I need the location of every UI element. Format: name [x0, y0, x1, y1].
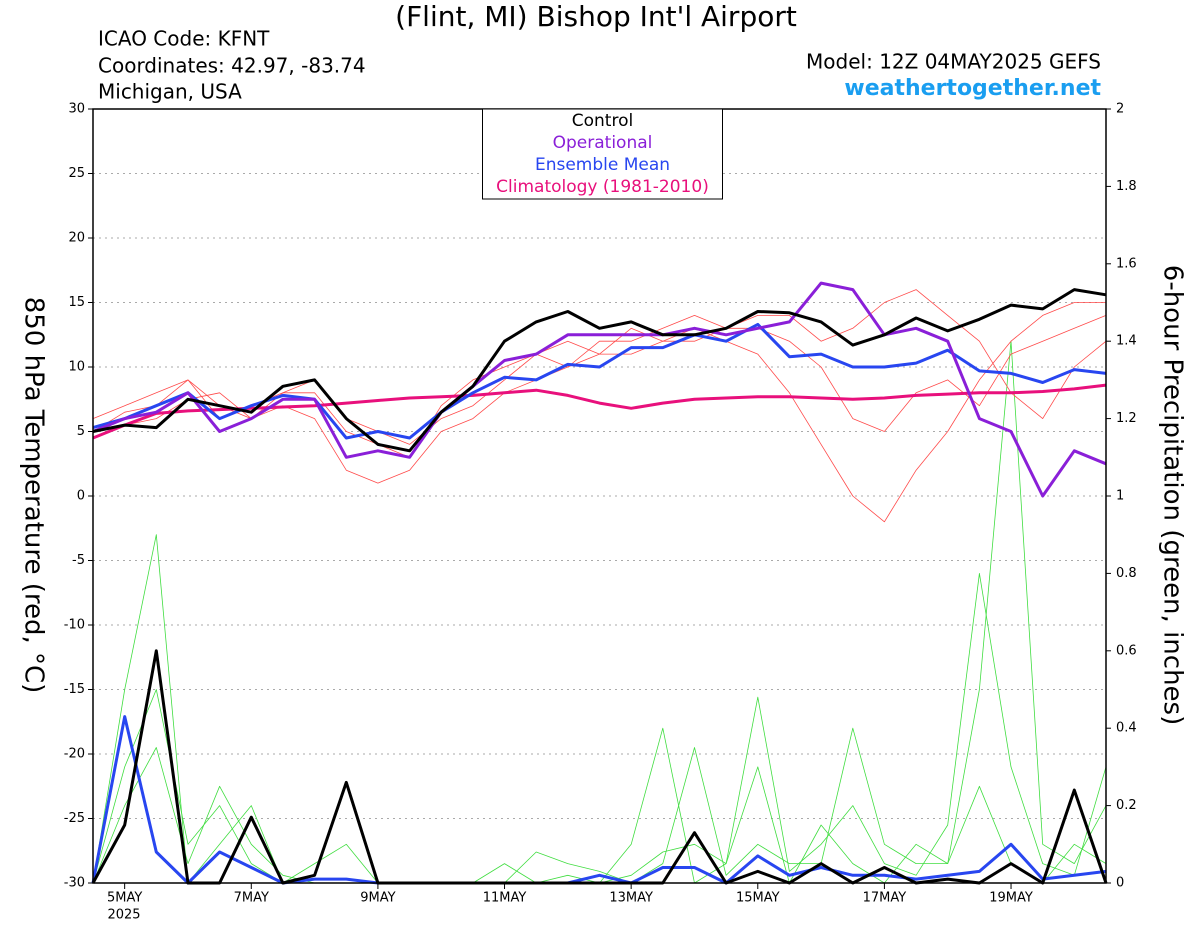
y-tick-label: 20 — [68, 231, 85, 246]
series-line — [91, 715, 1107, 885]
legend-box — [482, 108, 723, 200]
y2-tick-label: 1.8 — [1116, 179, 1137, 194]
series-line — [92, 315, 1107, 458]
y2-tick-label: 0.2 — [1116, 798, 1137, 813]
x-tick-label: 9MAY — [360, 891, 395, 906]
y-tick-label: -5 — [72, 553, 85, 568]
series-line — [92, 302, 1106, 523]
legend-entry: Control — [572, 111, 633, 131]
y2-tick-label: 1.2 — [1116, 411, 1137, 426]
x-tick-label: 17MAY — [863, 891, 907, 906]
legend-entry: Ensemble Mean — [535, 155, 670, 175]
y2-tick-label: 2 — [1116, 102, 1124, 117]
series-line — [92, 573, 1107, 884]
x-tick-label: 11MAY — [483, 891, 527, 906]
info-line: Michigan, USA — [98, 80, 242, 104]
y2-tick-label: 1.4 — [1116, 334, 1137, 349]
x-tick-label: 15MAY — [736, 891, 780, 906]
y-tick-label: 15 — [68, 295, 85, 310]
y2-tick-label: 0.6 — [1116, 643, 1137, 658]
y2-axis-title: 6-hour Precipitation (green, inches) — [1158, 265, 1188, 725]
y-tick-label: 0 — [77, 489, 85, 504]
series-line — [92, 288, 1107, 453]
y-tick-label: 25 — [68, 166, 85, 181]
model-label: Model: 12Z 04MAY2025 GEFS — [806, 50, 1101, 74]
y2-tick-label: 0 — [1116, 876, 1124, 891]
series-line — [92, 383, 1107, 440]
info-line: ICAO Code: KFNT — [98, 27, 270, 51]
series-line — [92, 281, 1107, 498]
chart-title: (Flint, MI) Bishop Int'l Airport — [395, 0, 797, 33]
y-axis-title: 850 hPa Temperature (red, °C) — [19, 297, 49, 694]
site-label: weathertogether.net — [844, 76, 1101, 101]
y2-tick-label: 1 — [1116, 489, 1124, 504]
y-tick-label: 10 — [68, 360, 85, 375]
legend-entry: Operational — [553, 133, 653, 153]
y2-tick-label: 0.4 — [1116, 721, 1137, 736]
x-tick-label: 13MAY — [609, 891, 653, 906]
legend-entry: Climatology (1981-2010) — [496, 177, 709, 197]
y2-tick-label: 0.8 — [1116, 566, 1137, 581]
series-line — [92, 289, 1107, 445]
y-tick-label: -30 — [64, 876, 85, 891]
y-tick-label: 5 — [77, 424, 85, 439]
x-year-label: 2025 — [107, 908, 140, 923]
y-tick-label: 30 — [68, 102, 85, 117]
y-tick-label: -15 — [64, 682, 85, 697]
x-tick-label: 7MAY — [234, 891, 269, 906]
y2-tick-label: 1.6 — [1116, 256, 1137, 271]
y-tick-label: -10 — [64, 618, 85, 633]
x-tick-label: 5MAY — [107, 891, 142, 906]
y-tick-label: -25 — [64, 811, 85, 826]
y-tick-label: -20 — [64, 747, 85, 762]
x-tick-label: 19MAY — [989, 891, 1033, 906]
series-line — [92, 340, 1107, 884]
info-line: Coordinates: 42.97, -83.74 — [98, 54, 366, 78]
